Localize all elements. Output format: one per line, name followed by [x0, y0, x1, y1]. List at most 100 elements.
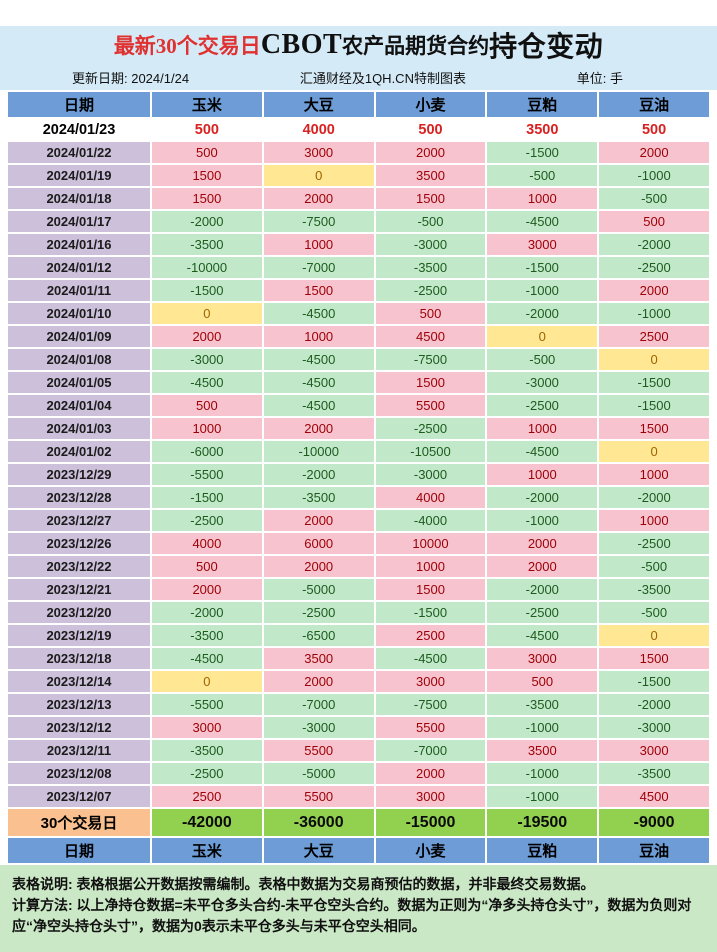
value-cell: -4500 [263, 395, 374, 416]
update-date: 更新日期: 2024/1/24 [72, 70, 190, 86]
note-label: 计算方法: [12, 897, 73, 913]
value-cell: 1500 [375, 372, 486, 393]
value-cell: 1000 [487, 464, 598, 485]
value-cell: -2000 [152, 602, 262, 623]
value-cell: 500 [152, 395, 262, 416]
value-cell: 3000 [263, 142, 374, 163]
value-cell: -5000 [263, 579, 374, 600]
value-cell: 1500 [599, 648, 709, 669]
value-cell: -2000 [487, 487, 598, 508]
value-cell: -6500 [263, 625, 374, 646]
date-cell: 2024/01/16 [8, 234, 150, 255]
value-cell: -2500 [152, 763, 262, 784]
top-margin [0, 0, 717, 26]
value-cell: 5500 [263, 740, 374, 761]
value-cell: -10000 [263, 441, 374, 462]
value-cell: -6000 [152, 441, 262, 462]
value-cell: -500 [599, 602, 709, 623]
date-cell: 2023/12/08 [8, 763, 150, 784]
value-cell: -4500 [487, 441, 598, 462]
value-cell: 2000 [263, 556, 374, 577]
value-cell: 4500 [375, 326, 486, 347]
value-cell: 2000 [263, 418, 374, 439]
column-header: 大豆 [263, 92, 374, 117]
value-cell: -2500 [487, 395, 598, 416]
value-cell: 4500 [599, 786, 709, 807]
title-mid: 农产品期货合约 [342, 34, 490, 58]
value-cell: 3000 [375, 786, 486, 807]
value-cell: 3000 [375, 671, 486, 692]
value-cell: -4500 [375, 648, 486, 669]
value-cell: -7500 [263, 211, 374, 232]
date-cell: 2023/12/28 [8, 487, 150, 508]
value-cell: -2500 [599, 533, 709, 554]
value-cell: 1000 [487, 188, 598, 209]
value-cell: -7500 [375, 694, 486, 715]
date-cell: 2023/12/13 [8, 694, 150, 715]
date-cell: 2023/12/20 [8, 602, 150, 623]
date-cell: 2024/01/18 [8, 188, 150, 209]
value-cell: 2000 [263, 671, 374, 692]
value-cell: 1000 [263, 326, 374, 347]
value-cell: -500 [487, 165, 598, 186]
value-cell: -2500 [152, 510, 262, 531]
value-cell: -1000 [487, 510, 598, 531]
value-cell: 500 [152, 119, 262, 140]
value-cell: -3000 [375, 464, 486, 485]
value-cell: -4500 [152, 648, 262, 669]
value-cell: -4500 [263, 303, 374, 324]
value-cell: 0 [263, 165, 374, 186]
title-prefix: 最新30个交易日 [113, 34, 261, 58]
value-cell: 3500 [375, 165, 486, 186]
value-cell: -2500 [487, 602, 598, 623]
value-cell: -3500 [152, 740, 262, 761]
positions-table: 日期 玉米 大豆 小麦 豆粕 豆油 2024/01/23 500 4000 500 3500 500 2… [8, 92, 709, 863]
date-cell: 2023/12/21 [8, 579, 150, 600]
value-cell: 1000 [375, 556, 486, 577]
summary-value: -15000 [375, 809, 486, 836]
date-cell: 2024/01/05 [8, 372, 150, 393]
value-cell: 1500 [375, 188, 486, 209]
value-cell: 1500 [263, 280, 374, 301]
value-cell: 3000 [599, 740, 709, 761]
value-cell: -500 [599, 188, 709, 209]
summary-value: -36000 [263, 809, 374, 836]
value-cell: -1000 [487, 763, 598, 784]
value-cell: -3000 [487, 372, 598, 393]
value-cell: -1000 [487, 717, 598, 738]
date-cell: 2023/12/19 [8, 625, 150, 646]
column-header: 日期 [8, 92, 150, 117]
column-header: 豆粕 [487, 92, 598, 117]
value-cell: 2000 [263, 188, 374, 209]
value-cell: 3000 [152, 717, 262, 738]
value-cell: -3500 [375, 257, 486, 278]
value-cell: -10000 [152, 257, 262, 278]
value-cell: -1500 [599, 372, 709, 393]
value-cell: -1500 [487, 142, 598, 163]
value-cell: -500 [599, 556, 709, 577]
value-cell: 2000 [152, 326, 262, 347]
table-notes: 表格说明: 表格根据公开数据按需编制。表格中数据为交易商预估的数据，并非最终交易… [0, 865, 717, 952]
value-cell: -5000 [263, 763, 374, 784]
value-cell: 2000 [375, 763, 486, 784]
value-cell: -3000 [263, 717, 374, 738]
value-cell: -1500 [487, 257, 598, 278]
footer-column-header: 豆粕 [487, 838, 598, 863]
value-cell: -3000 [375, 234, 486, 255]
date-cell: 2024/01/10 [8, 303, 150, 324]
footer-column-header: 日期 [8, 838, 150, 863]
date-cell: 2023/12/14 [8, 671, 150, 692]
date-cell: 2024/01/17 [8, 211, 150, 232]
value-cell: 2000 [487, 533, 598, 554]
value-cell: -1500 [599, 395, 709, 416]
value-cell: 2500 [375, 625, 486, 646]
date-cell: 2023/12/07 [8, 786, 150, 807]
value-cell: 5500 [375, 395, 486, 416]
value-cell: 0 [487, 326, 598, 347]
source-note: 汇通财经及1QH.CN特制图表 [299, 70, 466, 86]
value-cell: 0 [152, 671, 262, 692]
value-cell: -3500 [263, 487, 374, 508]
date-cell: 2024/01/08 [8, 349, 150, 370]
value-cell: -2500 [263, 602, 374, 623]
